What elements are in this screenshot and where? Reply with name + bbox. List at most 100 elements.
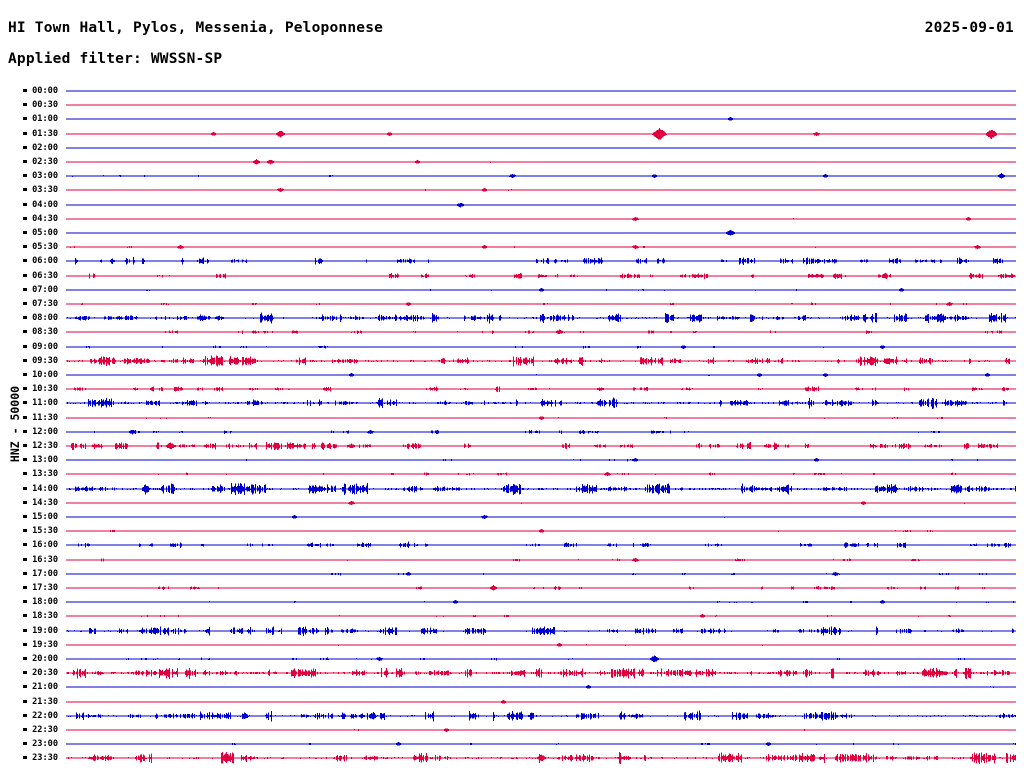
applied-filter-label: Applied filter: WWSSN-SP <box>8 51 223 67</box>
record-date: 2025-09-01 <box>924 20 1014 36</box>
trace-row: 09:30 <box>0 354 1024 368</box>
trace-line <box>66 382 1016 396</box>
trace-row: 21:00 <box>0 680 1024 694</box>
axis-tick <box>23 259 27 263</box>
trace-line <box>66 269 1016 283</box>
trace-time-label: 19:00 <box>32 625 58 636</box>
trace-time-label: 14:00 <box>32 483 58 494</box>
helicorder-plot: 00:00 00:30 01:00 01:30 02:00 02:30 03:00 03:30… <box>0 78 1024 778</box>
trace-row: 01:30 <box>0 127 1024 141</box>
trace-time-label: 12:00 <box>32 426 58 437</box>
axis-tick <box>23 515 27 518</box>
axis-tick <box>23 642 27 646</box>
trace-line <box>66 524 1016 538</box>
trace-row: 09:00 <box>0 340 1024 354</box>
trace-time-label: 18:30 <box>32 611 58 622</box>
axis-tick <box>23 202 27 206</box>
trace-row: 03:30 <box>0 183 1024 197</box>
trace-line <box>66 183 1016 197</box>
trace-time-label: 10:00 <box>32 370 58 380</box>
axis-tick <box>23 358 27 362</box>
trace-line <box>66 98 1016 112</box>
trace-row: 03:00 <box>0 169 1024 183</box>
trace-time-label: 17:30 <box>32 583 58 593</box>
trace-time-label: 21:00 <box>32 682 58 693</box>
trace-line <box>66 609 1016 623</box>
trace-line <box>66 680 1016 694</box>
trace-time-label: 22:30 <box>32 725 58 735</box>
trace-row: 15:00 <box>0 510 1024 524</box>
trace-row: 20:00 <box>0 652 1024 666</box>
trace-time-label: 02:30 <box>32 157 58 167</box>
trace-row: 19:00 <box>0 624 1024 638</box>
trace-line <box>66 283 1016 297</box>
axis-tick <box>23 657 27 660</box>
trace-line <box>66 112 1016 126</box>
trace-time-label: 09:30 <box>32 355 58 366</box>
trace-time-label: 11:30 <box>32 412 58 423</box>
axis-tick <box>23 472 27 476</box>
axis-tick <box>23 415 27 419</box>
axis-tick <box>23 231 27 234</box>
trace-row: 08:30 <box>0 325 1024 339</box>
trace-line <box>66 411 1016 425</box>
trace-time-label: 03:00 <box>32 171 58 182</box>
axis-tick <box>23 316 27 320</box>
trace-time-label: 03:30 <box>32 185 58 196</box>
axis-tick <box>23 685 27 689</box>
trace-row: 19:30 <box>0 638 1024 652</box>
trace-time-label: 08:00 <box>32 313 58 324</box>
axis-tick <box>23 671 27 675</box>
trace-row: 00:00 <box>0 84 1024 98</box>
axis-tick <box>23 344 27 348</box>
trace-row: 14:30 <box>0 496 1024 510</box>
trace-line <box>66 439 1016 453</box>
trace-time-label: 15:00 <box>32 512 58 522</box>
trace-time-label: 06:30 <box>32 270 58 281</box>
trace-line <box>66 368 1016 382</box>
trace-row: 20:30 <box>0 666 1024 680</box>
trace-time-label: 22:00 <box>32 710 58 721</box>
trace-row: 10:00 <box>0 368 1024 382</box>
axis-tick <box>23 216 27 220</box>
trace-time-label: 06:00 <box>32 256 58 267</box>
trace-line <box>66 467 1016 481</box>
trace-time-label: 10:30 <box>32 384 58 395</box>
trace-row: 21:30 <box>0 695 1024 709</box>
axis-tick <box>23 273 27 277</box>
trace-time-label: 23:30 <box>32 753 58 764</box>
trace-row: 15:30 <box>0 524 1024 538</box>
trace-line <box>66 425 1016 439</box>
trace-row: 17:00 <box>0 567 1024 581</box>
trace-row: 14:00 <box>0 482 1024 496</box>
trace-time-label: 01:00 <box>32 114 58 125</box>
trace-line <box>66 482 1016 496</box>
axis-tick <box>23 543 27 547</box>
trace-row: 05:00 <box>0 226 1024 240</box>
axis-tick <box>23 373 27 376</box>
axis-tick <box>23 713 27 717</box>
trace-time-label: 20:00 <box>32 654 58 664</box>
axis-tick <box>23 742 27 746</box>
trace-line <box>66 666 1016 680</box>
trace-time-label: 11:00 <box>32 398 58 409</box>
axis-tick <box>23 728 27 731</box>
axis-tick <box>23 500 27 504</box>
trace-line <box>66 354 1016 368</box>
trace-time-label: 07:00 <box>32 284 58 295</box>
axis-tick <box>23 330 27 334</box>
axis-tick <box>23 287 27 291</box>
trace-row: 23:00 <box>0 737 1024 751</box>
trace-line <box>66 396 1016 410</box>
axis-tick <box>23 458 27 462</box>
trace-row: 02:00 <box>0 141 1024 155</box>
trace-time-label: 20:30 <box>32 668 58 679</box>
trace-row: 18:00 <box>0 595 1024 609</box>
axis-tick <box>23 103 27 107</box>
trace-time-label: 02:00 <box>32 142 58 153</box>
trace-row: 04:30 <box>0 212 1024 226</box>
trace-time-label: 00:00 <box>32 86 58 96</box>
trace-row: 02:30 <box>0 155 1024 169</box>
trace-time-label: 05:00 <box>32 228 58 238</box>
trace-row: 16:30 <box>0 553 1024 567</box>
